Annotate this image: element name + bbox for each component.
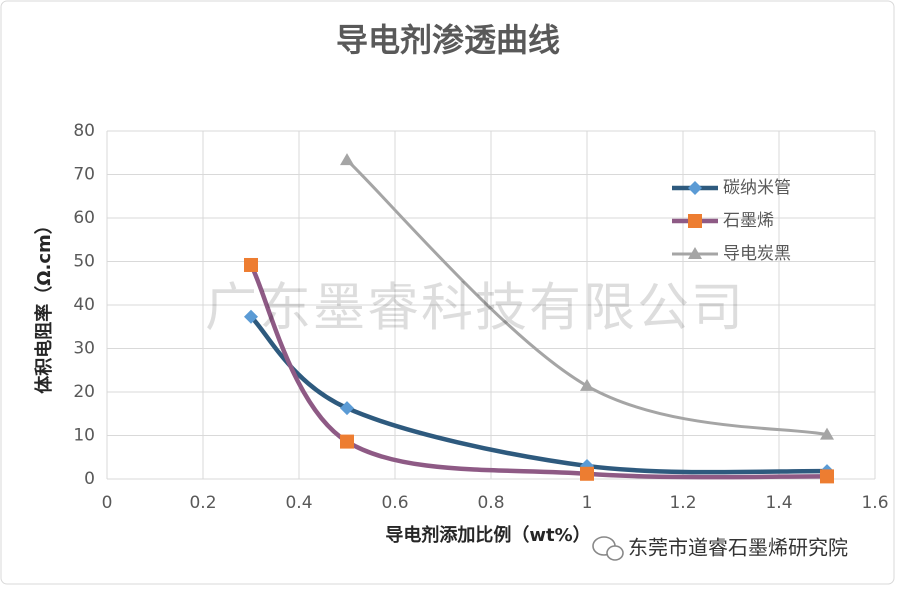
legend-label: 导电炭黑 [723, 244, 791, 264]
plot-area: 0 10 20 30 40 50 60 70 80 0 0.2 0.4 0.6 0.8 1 1.2 1.4 1.6… [73, 121, 888, 513]
marker [580, 466, 594, 481]
x-axis-label: 导电剂添加比例（wt%） [385, 524, 590, 546]
marker [580, 378, 594, 391]
marker [820, 427, 834, 440]
y-tick-label: 80 [73, 121, 95, 141]
legend-label: 石墨烯 [723, 211, 774, 231]
marker [244, 309, 258, 324]
marker [340, 401, 354, 416]
series-line [345, 159, 828, 437]
x-tick-label: 1 [582, 493, 593, 513]
series-line [249, 263, 828, 480]
x-tick-label: 1.6 [861, 493, 888, 513]
watermark: 广东墨睿科技有限公司 [205, 279, 745, 339]
y-tick-label: 10 [73, 426, 95, 446]
marker [688, 181, 702, 195]
marker [340, 153, 354, 166]
y-tick-label: 40 [73, 295, 95, 315]
footer-text: 东莞市道睿石墨烯研究院 [628, 536, 848, 560]
y-tick-label: 20 [73, 382, 95, 402]
x-tick-label: 0 [102, 493, 113, 513]
x-tick-label: 0.8 [477, 493, 504, 513]
y-tick-label: 70 [73, 165, 95, 185]
marker [688, 247, 702, 259]
y-tick-label: 60 [73, 208, 95, 228]
x-tick-label: 1.4 [765, 493, 792, 513]
wechat-icon [592, 536, 624, 561]
marker [688, 214, 702, 228]
marker [340, 434, 354, 449]
y-tick-label: 0 [84, 469, 95, 489]
y-axis-label: 体积电阻率（Ω.cm） [33, 216, 55, 394]
x-tick-label: 0.6 [381, 493, 408, 513]
y-tick-label: 50 [73, 252, 95, 272]
x-tick-label: 0.4 [285, 493, 312, 513]
legend-label: 碳纳米管 [723, 178, 791, 198]
x-tick-label: 1.2 [669, 493, 696, 513]
marker [820, 469, 834, 484]
x-tick-label: 0.2 [189, 493, 216, 513]
y-tick-label: 30 [73, 339, 95, 359]
marker [244, 257, 258, 272]
chart-title: 导电剂渗透曲线 [336, 21, 560, 59]
